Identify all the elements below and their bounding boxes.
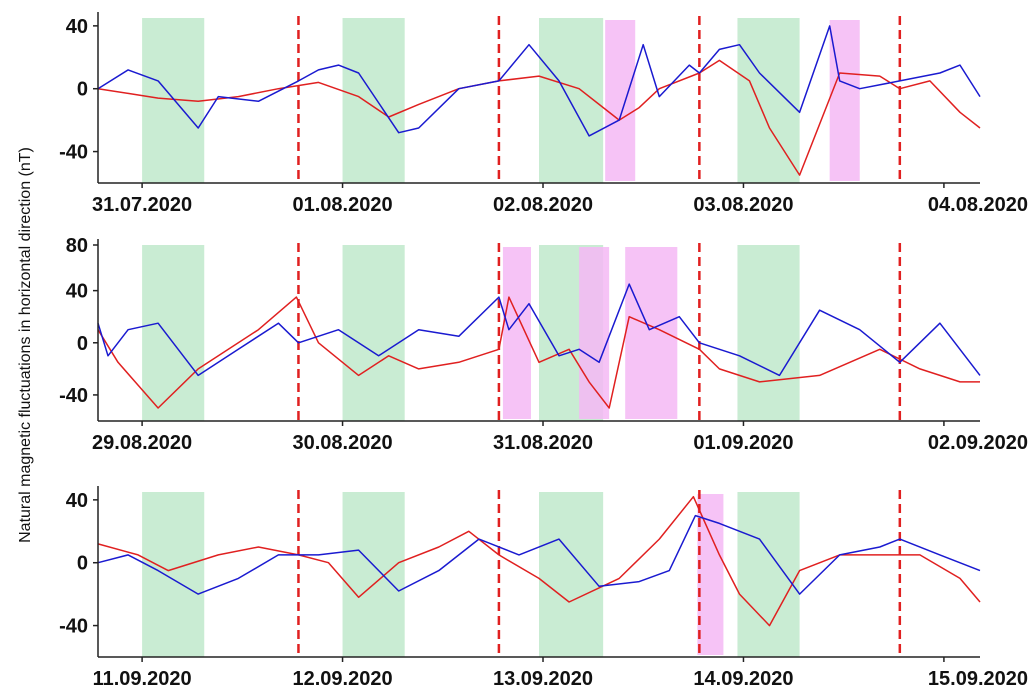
green-band-1: [342, 492, 405, 657]
green-band-1: [342, 245, 405, 421]
y-tick-label: 0: [77, 79, 88, 101]
x-tick-label: 02.09.2020: [928, 432, 1028, 454]
series-line-blue: [97, 283, 981, 377]
x-tick-label: 02.08.2020: [493, 194, 593, 216]
y-axis-label: Natural magnetic fluctuations in horizon…: [17, 147, 34, 543]
x-tick-label: 29.08.2020: [92, 432, 192, 454]
x-tick-label: 31.07.2020: [92, 194, 192, 216]
y-tick-label: -40: [59, 142, 88, 164]
x-tick-label: 12.09.2020: [292, 668, 392, 690]
x-tick-label: 30.08.2020: [292, 432, 392, 454]
y-tick-label: 80: [66, 235, 88, 257]
chart-panel-bottom: 40 0 -40 11.09.2020 12.09.2020 13.09.2020 14.0…: [59, 486, 1028, 690]
x-tick-label: 15.09.2020: [928, 668, 1028, 690]
magenta-band-0: [605, 20, 636, 181]
series-line-blue: [97, 25, 981, 137]
y-tick-label: 0: [77, 553, 88, 575]
x-tick-label: 04.08.2020: [928, 194, 1028, 216]
series-line-red: [97, 495, 981, 627]
y-tick-label: 40: [66, 16, 88, 38]
magenta-band-2: [625, 247, 678, 419]
y-tick-label: -40: [59, 616, 88, 638]
green-band-3: [737, 492, 800, 657]
x-tick-label: 14.09.2020: [693, 668, 793, 690]
x-tick-label: 13.09.2020: [493, 668, 593, 690]
y-tick-label: 40: [66, 490, 88, 512]
green-band-2: [539, 492, 604, 657]
x-tick-label: 01.08.2020: [292, 194, 392, 216]
green-band-3: [737, 18, 800, 183]
magenta-band-0: [502, 247, 531, 419]
y-tick-label: 40: [66, 281, 88, 303]
magenta-band-1: [829, 20, 860, 181]
magenta-band-1: [579, 247, 610, 419]
series-line-red: [97, 296, 980, 409]
x-tick-label: 01.09.2020: [693, 432, 793, 454]
x-tick-label: 31.08.2020: [493, 432, 593, 454]
green-band-0: [142, 492, 205, 657]
green-band-1: [342, 18, 405, 183]
series-line-blue: [97, 514, 981, 595]
chart-panel-middle: 80 40 0 -40 29.08.2020 30.08.2020 31.08.2020 01…: [59, 235, 1028, 454]
green-band-0: [142, 245, 205, 421]
x-tick-label: 03.08.2020: [693, 194, 793, 216]
green-band-2: [539, 18, 604, 183]
series-line-red: [97, 59, 981, 176]
y-tick-label: -40: [59, 385, 88, 407]
green-band-3: [737, 245, 800, 421]
y-tick-label: 0: [77, 333, 88, 355]
x-tick-label: 11.09.2020: [93, 668, 192, 690]
chart-panel-top: 40 0 -40 31.07.2020 01.08.2020 02.08.2020 03.0…: [59, 12, 1028, 216]
